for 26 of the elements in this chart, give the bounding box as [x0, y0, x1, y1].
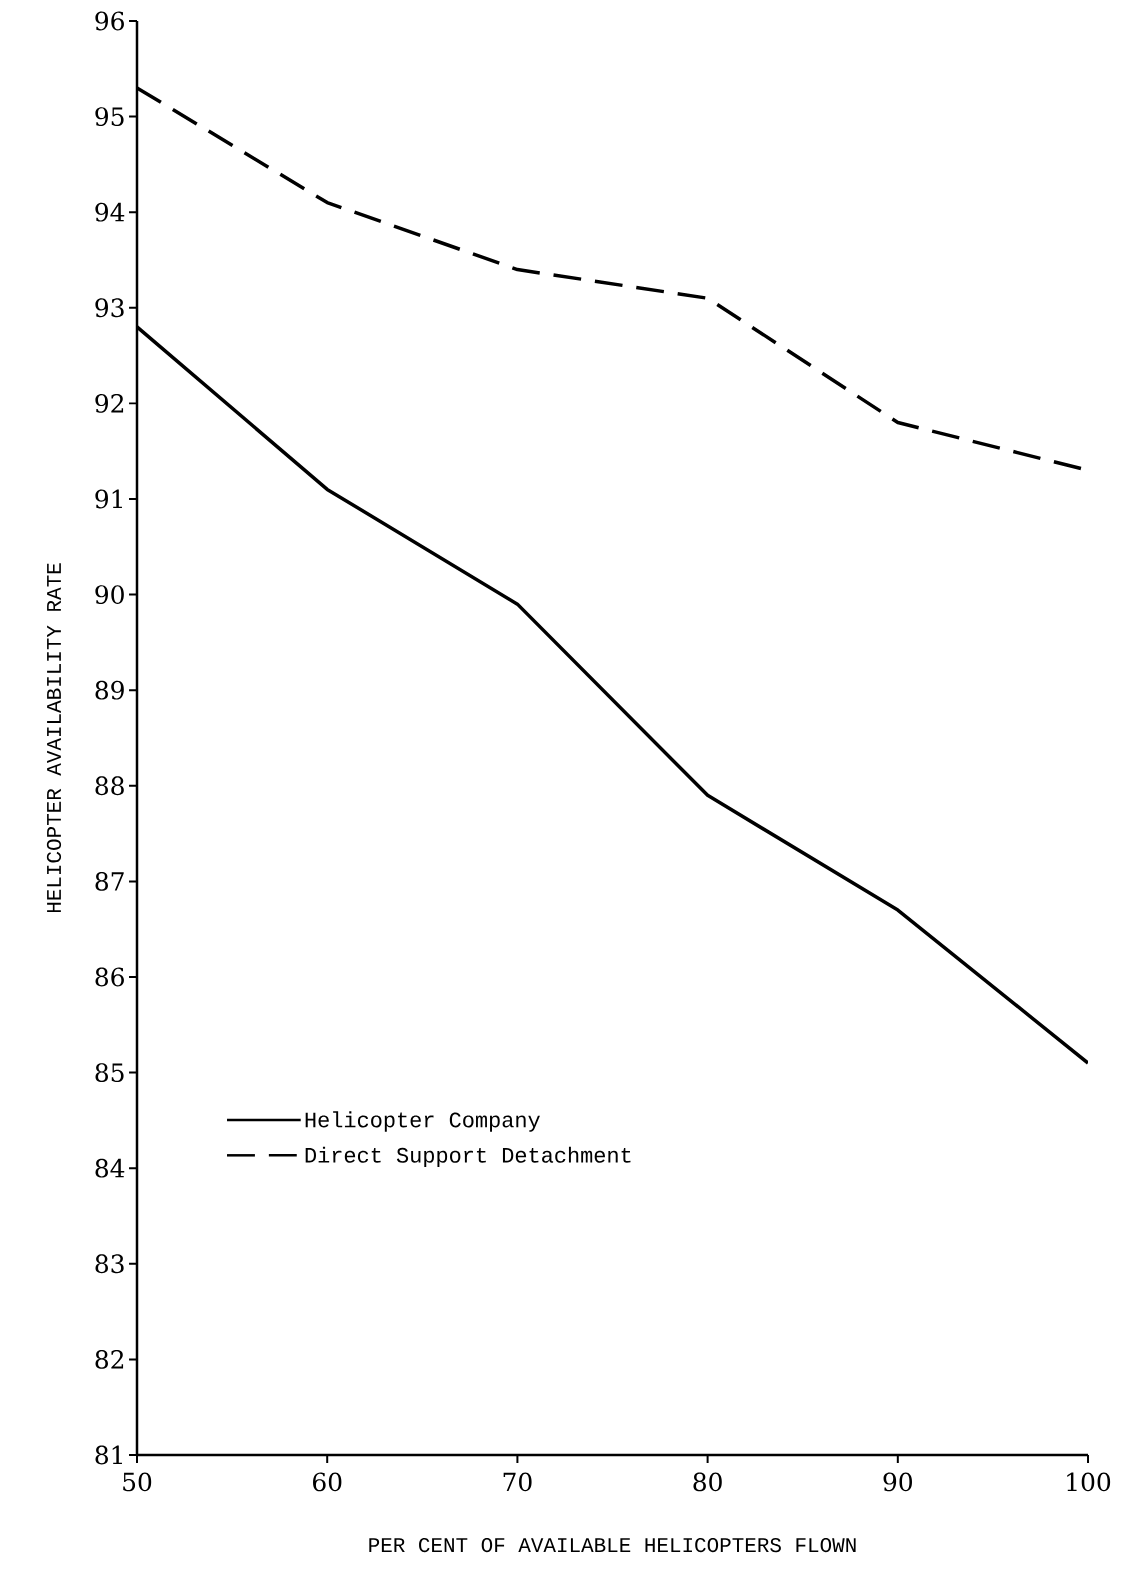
y-tick-label: 82: [95, 1349, 124, 1369]
legend-label: Helicopter Company: [305, 1111, 540, 1132]
y-tick-label: 86: [95, 967, 124, 987]
y-tick-label: 84: [95, 1158, 125, 1178]
y-tick-label: 87: [95, 871, 124, 891]
x-tick-label: 100: [1067, 1472, 1111, 1492]
y-tick-label: 89: [95, 680, 124, 700]
y-axis-title: HELICOPTER AVAILABILITY RATE: [46, 563, 62, 913]
y-tick-label: 94: [95, 202, 125, 222]
y-tick-label: 85: [95, 1063, 124, 1083]
x-tick-label: 90: [883, 1472, 912, 1492]
y-tick-label: 91: [95, 489, 122, 509]
x-axis-title: PER CENT OF AVAILABLE HELICOPTERS FLOWN: [369, 1537, 856, 1553]
legend-label: Direct Support Detachment: [305, 1146, 631, 1168]
y-tick-label: 92: [95, 393, 124, 413]
y-tick-label: 83: [95, 1254, 124, 1274]
x-tick-label: 70: [503, 1472, 532, 1492]
x-tick-label: 60: [313, 1472, 342, 1492]
y-tick-label: 95: [95, 107, 124, 126]
x-tick-label: 50: [123, 1472, 152, 1492]
x-tick-label: 80: [693, 1472, 722, 1492]
y-tick-label: 96: [95, 11, 124, 31]
y-tick-label: 90: [95, 585, 124, 605]
y-tick-label: 93: [95, 298, 124, 318]
y-tick-label: 81: [95, 1445, 122, 1465]
y-tick-label: 88: [95, 776, 124, 796]
